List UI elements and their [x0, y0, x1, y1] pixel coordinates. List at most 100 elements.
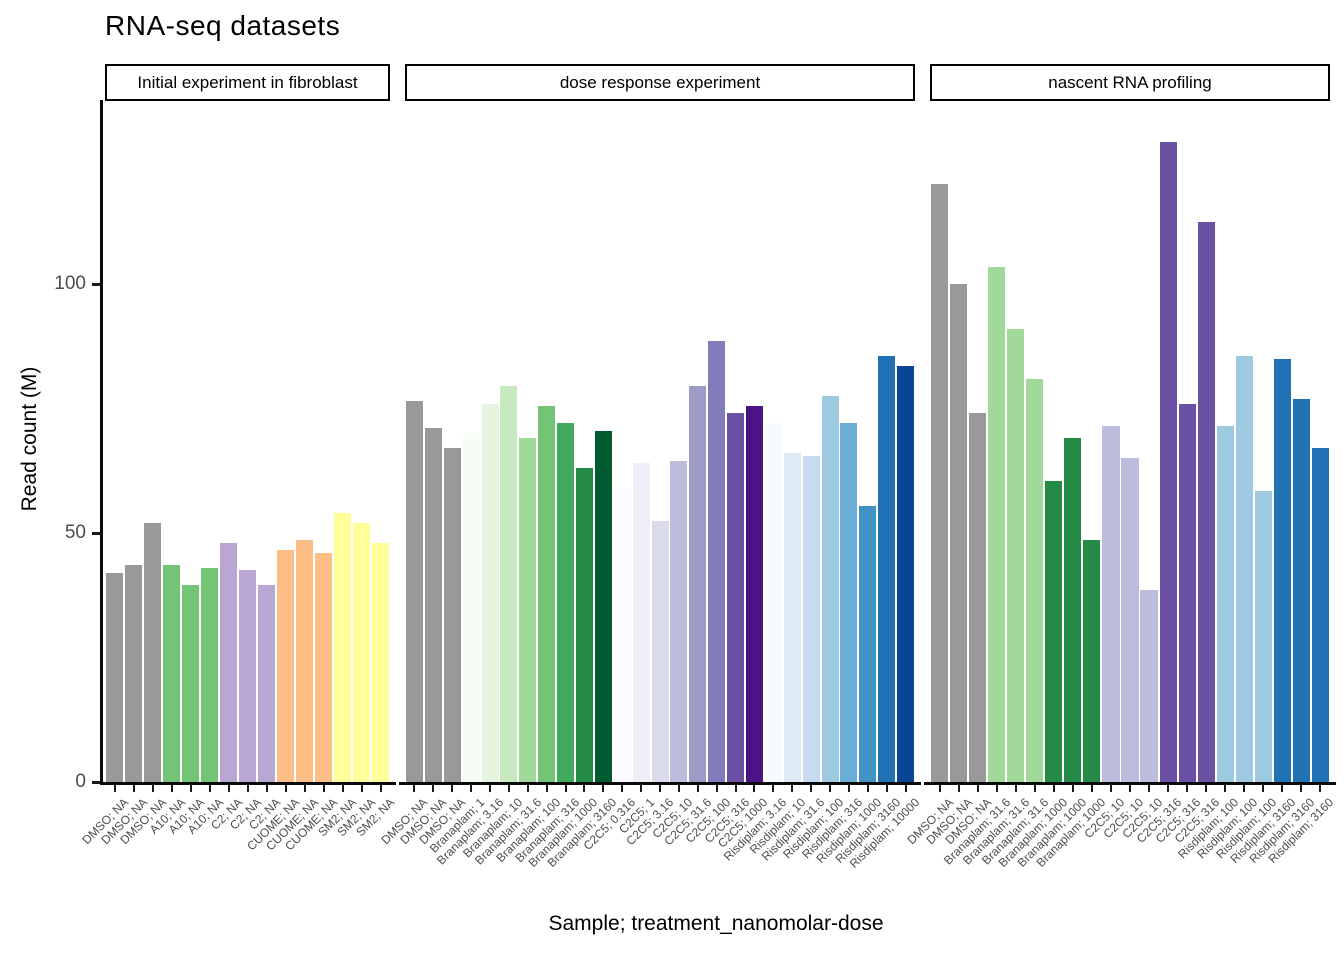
- x-axis-tick: [360, 785, 363, 792]
- bar: [1273, 358, 1291, 782]
- x-axis-tick: [995, 785, 998, 792]
- bar: [897, 366, 915, 782]
- y-axis-tick: [92, 781, 100, 784]
- bar: [708, 341, 726, 782]
- y-tick-label: 50: [64, 522, 86, 543]
- x-axis-tick: [303, 785, 306, 792]
- x-axis-tick: [1033, 785, 1036, 792]
- y-axis-tick: [92, 532, 100, 535]
- bar: [1197, 221, 1215, 782]
- bar: [670, 460, 688, 782]
- bar: [143, 523, 162, 782]
- x-axis-tick: [132, 785, 135, 792]
- bar: [481, 403, 499, 782]
- x-axis-tick: [791, 785, 794, 792]
- x-axis-tick: [451, 785, 454, 792]
- y-tick-label: 100: [54, 273, 86, 294]
- bar: [1311, 448, 1330, 782]
- facet-strip-label: dose response experiment: [559, 72, 761, 92]
- x-axis-tick: [489, 785, 491, 792]
- bar: [988, 266, 1006, 782]
- x-axis-tick: [413, 785, 416, 792]
- bar: [969, 413, 987, 782]
- x-axis-tick: [847, 785, 850, 792]
- bar: [314, 552, 333, 782]
- x-axis-tick: [1129, 785, 1131, 792]
- x-axis-line: [399, 782, 921, 785]
- x-axis-tick: [1243, 785, 1246, 792]
- bar: [1064, 438, 1082, 782]
- chart-title: RNA-seq datasets: [105, 10, 341, 41]
- bar: [238, 570, 257, 782]
- bar: [821, 396, 839, 782]
- x-axis-tick: [227, 785, 230, 792]
- bar: [1026, 378, 1044, 782]
- x-axis-tick: [432, 785, 435, 792]
- bar: [613, 488, 631, 782]
- x-axis-tick: [885, 785, 888, 792]
- bar: [840, 423, 858, 782]
- x-axis-tick: [170, 785, 173, 792]
- x-axis-tick: [583, 785, 586, 792]
- bar: [651, 520, 669, 782]
- x-axis-tick: [1319, 785, 1322, 792]
- x-axis-tick: [284, 785, 287, 792]
- x-axis-tick: [957, 785, 960, 792]
- bar: [1216, 425, 1234, 782]
- x-axis-tick: [341, 785, 344, 792]
- bar: [689, 386, 707, 782]
- bar: [538, 406, 556, 782]
- bar: [1235, 356, 1253, 782]
- x-axis-title: Sample; treatment_nanomolar-dose: [548, 912, 884, 935]
- x-axis-tick: [602, 785, 605, 792]
- x-axis-tick: [1224, 785, 1227, 792]
- bar: [371, 542, 390, 782]
- bar: [162, 565, 181, 782]
- bar: [405, 401, 423, 782]
- facet-strip: dose response experiment: [405, 64, 915, 101]
- bar: [1007, 328, 1025, 782]
- bar: [1292, 398, 1310, 782]
- bar: [950, 284, 968, 782]
- x-axis-tick: [621, 785, 624, 792]
- bar: [745, 406, 763, 782]
- x-axis-tick: [753, 785, 756, 792]
- bar: [727, 413, 745, 782]
- bar: [632, 463, 650, 782]
- bar: [219, 542, 238, 782]
- bar: [878, 356, 896, 782]
- bar: [124, 565, 143, 782]
- bar: [519, 438, 537, 782]
- bar: [557, 423, 575, 782]
- x-axis-tick: [829, 785, 831, 792]
- bar: [1178, 403, 1196, 782]
- bar: [352, 523, 371, 782]
- bar: [462, 433, 480, 782]
- bar: [764, 423, 782, 782]
- x-axis-tick: [564, 785, 567, 792]
- x-axis-tick: [677, 785, 680, 792]
- x-axis-tick: [640, 785, 643, 792]
- x-axis-tick: [246, 785, 249, 792]
- x-axis-tick: [1071, 785, 1074, 792]
- y-axis-line: [100, 100, 103, 785]
- x-axis-tick: [659, 785, 661, 792]
- bar: [1140, 590, 1158, 782]
- x-axis-tick: [772, 785, 775, 792]
- bar: [783, 453, 801, 782]
- x-axis-tick: [1167, 785, 1170, 792]
- facet-strip-label: Initial experiment in fibroblast: [137, 72, 358, 92]
- x-axis-tick: [715, 785, 718, 792]
- bar: [424, 428, 442, 782]
- x-axis-tick: [1109, 785, 1112, 792]
- bar: [1159, 142, 1177, 782]
- x-axis-tick: [151, 785, 154, 792]
- x-axis-tick: [379, 785, 382, 792]
- bar: [1121, 458, 1139, 782]
- x-axis-tick: [1205, 785, 1208, 792]
- bar: [200, 567, 219, 782]
- x-axis-tick: [696, 785, 699, 792]
- bar: [1254, 490, 1272, 782]
- x-axis-tick: [189, 785, 192, 792]
